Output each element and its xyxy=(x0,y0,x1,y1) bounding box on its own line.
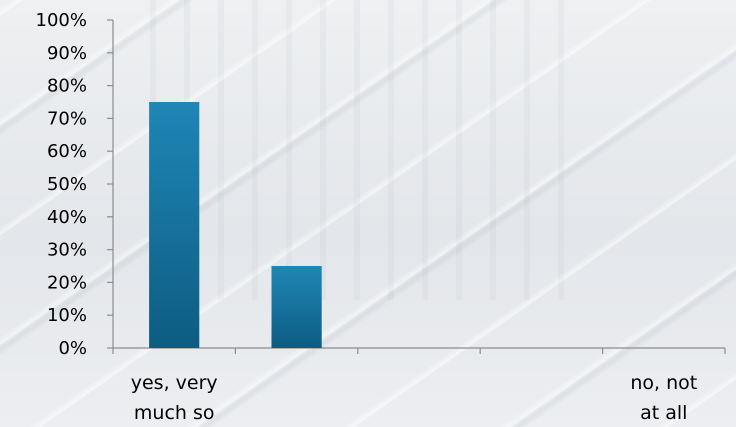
y-tick-label: 60% xyxy=(47,141,87,162)
y-tick-label: 10% xyxy=(47,305,87,326)
y-tick-label: 40% xyxy=(47,207,87,228)
y-tick-label: 0% xyxy=(58,338,87,359)
y-tick-label: 90% xyxy=(47,43,87,64)
bar xyxy=(271,266,322,348)
x-axis: yes, very much so no, not at all xyxy=(112,347,726,424)
bar xyxy=(149,102,200,348)
bars xyxy=(149,102,322,348)
y-tick-label: 80% xyxy=(47,76,87,97)
x-category-label: yes, very much so xyxy=(131,372,218,424)
y-tick-label: 50% xyxy=(47,174,87,195)
x-category-label: no, not at all xyxy=(630,372,697,424)
y-tick-label: 20% xyxy=(47,272,87,293)
y-tick-label: 70% xyxy=(47,108,87,129)
y-tick-label: 100% xyxy=(36,10,87,31)
y-axis: 0% 10% 20% 30% 40% 50% 60% 70% 80% 90% 100% xyxy=(36,10,114,359)
y-tick-label: 30% xyxy=(47,240,87,261)
